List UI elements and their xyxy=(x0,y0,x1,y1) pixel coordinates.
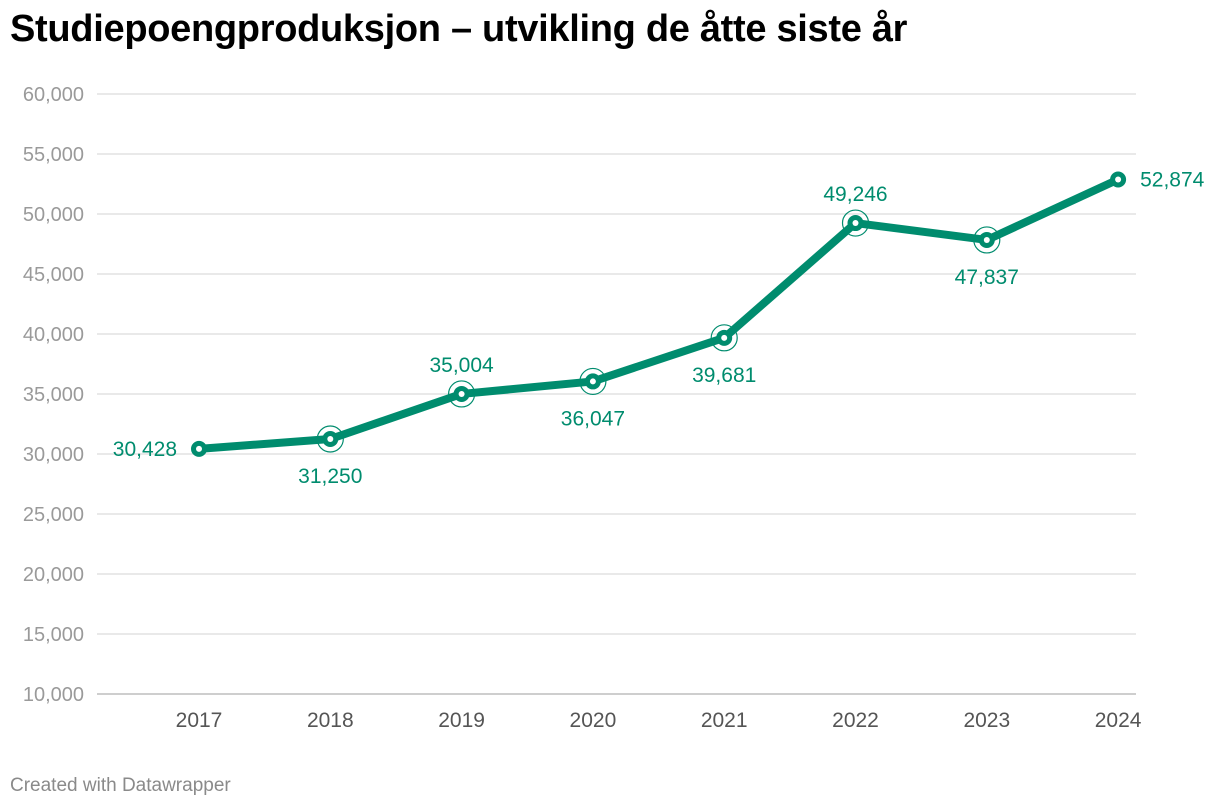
y-tick-label: 45,000 xyxy=(23,264,84,286)
data-label: 35,004 xyxy=(429,354,494,377)
line-chart: 10,000 15,000 20,000 25,000 30,000 35,000 40,0… xyxy=(23,84,1205,732)
y-tick-label: 40,000 xyxy=(23,324,84,346)
y-tick-label: 50,000 xyxy=(23,204,84,226)
data-point xyxy=(448,380,476,408)
x-tick-label: 2019 xyxy=(438,709,485,732)
data-label: 49,246 xyxy=(823,183,887,206)
y-tick-label: 60,000 xyxy=(23,84,84,106)
x-tick-label: 2022 xyxy=(832,709,879,732)
data-label: 39,681 xyxy=(692,364,756,387)
data-labels: 30,428 31,250 35,004 36,047 39,681 49,246 47,8… xyxy=(113,169,1205,488)
data-label: 47,837 xyxy=(955,266,1019,289)
x-tick-label: 2024 xyxy=(1095,709,1142,732)
data-label: 52,874 xyxy=(1140,169,1205,192)
y-tick-label: 55,000 xyxy=(23,144,84,166)
series-line-path xyxy=(195,175,1123,453)
data-point xyxy=(1110,171,1127,188)
data-point xyxy=(710,324,738,352)
data-label: 30,428 xyxy=(113,438,177,461)
x-tick-label: 2017 xyxy=(176,709,223,732)
data-point xyxy=(579,367,607,396)
y-tick-label: 30,000 xyxy=(23,444,84,466)
data-point xyxy=(316,425,344,453)
footer-credit: Created with Datawrapper xyxy=(10,775,231,796)
y-tick-label: 10,000 xyxy=(23,684,84,706)
x-tick-label: 2021 xyxy=(701,709,748,732)
y-tick-label: 35,000 xyxy=(23,384,84,406)
data-point xyxy=(191,440,207,457)
x-tick-label: 2023 xyxy=(963,709,1010,732)
data-label: 31,250 xyxy=(298,465,362,488)
y-tick-label: 20,000 xyxy=(23,564,84,586)
data-point xyxy=(841,209,870,237)
x-axis-ticks: 2017 2018 2019 2020 2021 2022 2023 2024 xyxy=(176,709,1142,732)
chart-title: Studiepoengproduksjon – utvikling de ått… xyxy=(10,8,908,50)
series-line xyxy=(195,175,1123,453)
series-points xyxy=(191,171,1127,457)
x-tick-label: 2018 xyxy=(307,709,354,732)
data-label: 36,047 xyxy=(561,407,625,430)
gridlines xyxy=(97,93,1136,695)
data-point xyxy=(973,226,1001,254)
y-axis-ticks: 10,000 15,000 20,000 25,000 30,000 35,000 40,0… xyxy=(23,84,84,706)
y-tick-label: 25,000 xyxy=(23,504,84,526)
x-tick-label: 2020 xyxy=(570,709,617,732)
y-tick-label: 15,000 xyxy=(23,624,84,646)
